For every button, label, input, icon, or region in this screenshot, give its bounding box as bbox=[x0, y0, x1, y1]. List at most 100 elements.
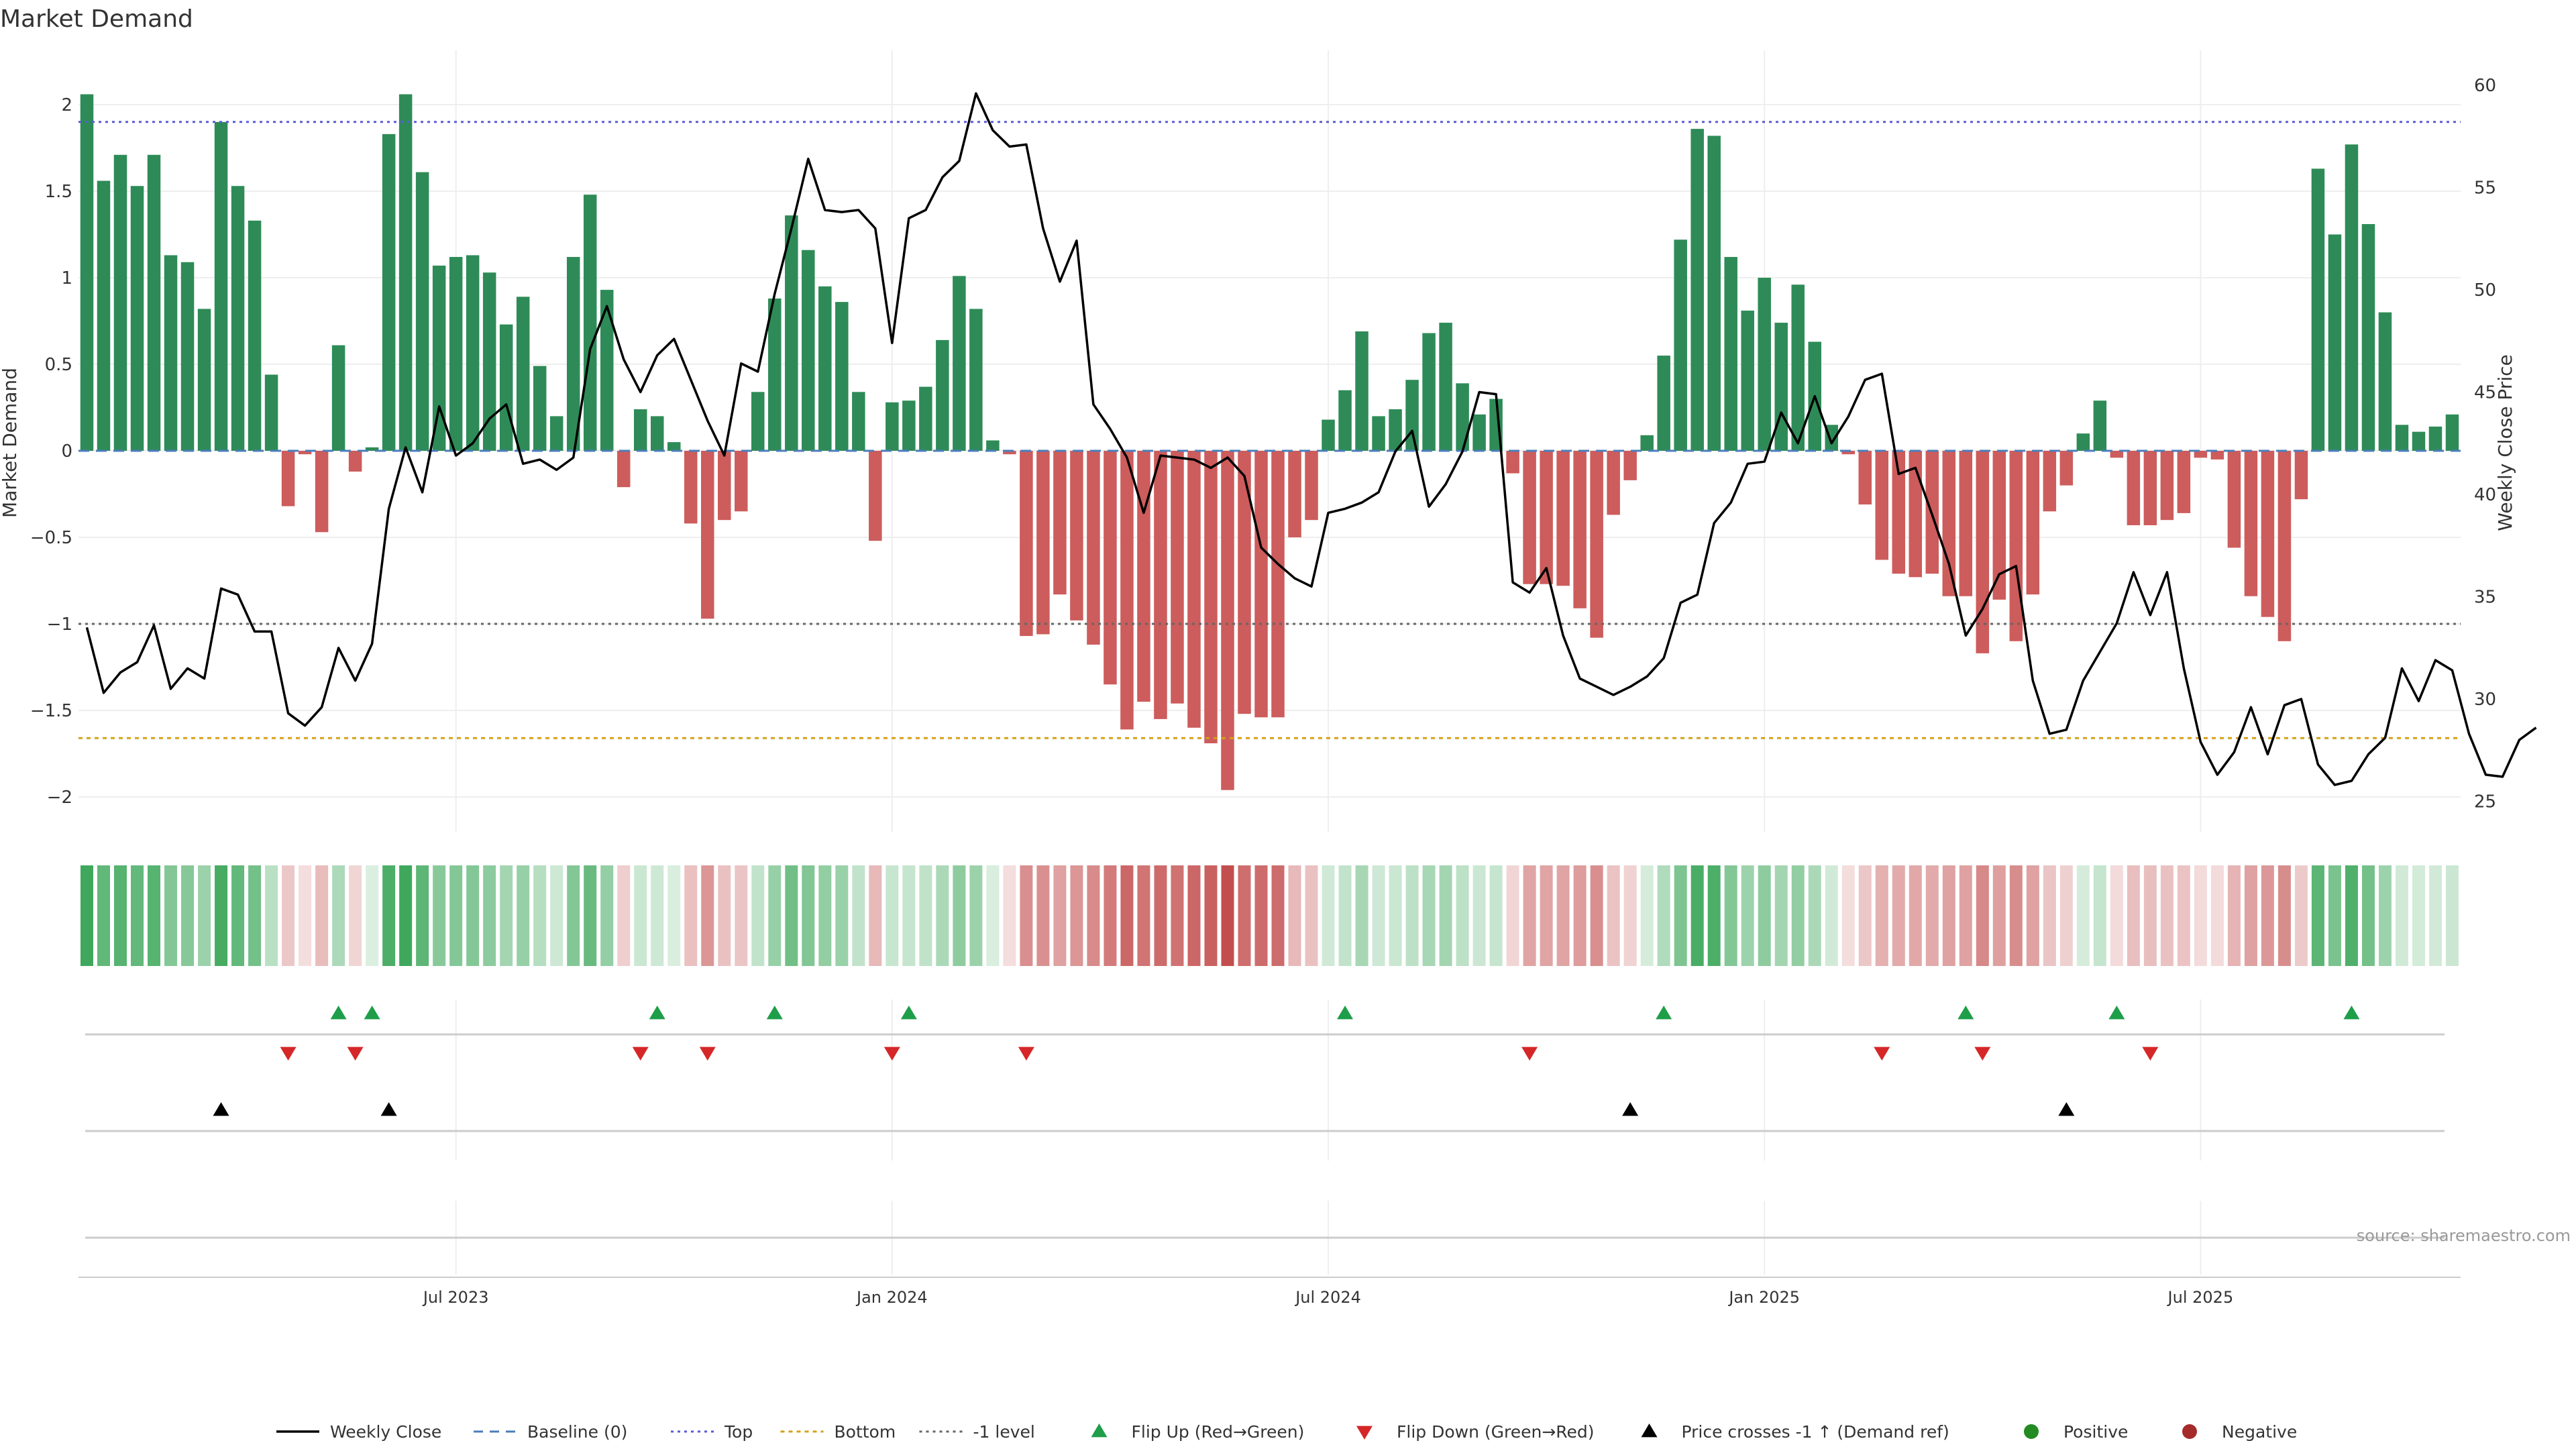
demand-bar-5 bbox=[164, 255, 178, 451]
heat-cell-86 bbox=[1523, 865, 1536, 966]
demand-bar-93 bbox=[1640, 435, 1654, 451]
demand-bar-64 bbox=[1154, 451, 1167, 719]
demand-bar-25 bbox=[499, 324, 513, 451]
demand-bar-53 bbox=[969, 309, 983, 451]
heat-cell-78 bbox=[1389, 865, 1402, 966]
heat-cell-59 bbox=[1070, 865, 1083, 966]
flip-up-marker-0 bbox=[330, 1006, 347, 1020]
demand-bar-4 bbox=[147, 154, 161, 451]
x-tick-label-2: Jul 2024 bbox=[1294, 1288, 1361, 1307]
demand-bar-106 bbox=[1858, 451, 1872, 504]
flip-down-marker-5 bbox=[1018, 1046, 1034, 1061]
demand-bar-23 bbox=[466, 255, 480, 451]
legend-label-price-cross: Price crosses -1 ↑ (Demand ref) bbox=[1682, 1422, 1949, 1442]
heat-cell-28 bbox=[550, 865, 564, 966]
heat-cell-66 bbox=[1187, 865, 1201, 966]
heat-cell-132 bbox=[2294, 865, 2308, 966]
demand-bar-94 bbox=[1657, 356, 1670, 451]
flip-up-marker-1 bbox=[364, 1006, 380, 1020]
heat-cell-80 bbox=[1422, 865, 1436, 966]
demand-bar-27 bbox=[533, 366, 547, 451]
right-axis-label: Weekly Close Price bbox=[2494, 354, 2516, 531]
legend-label-minus-one: -1 level bbox=[973, 1422, 1035, 1442]
heat-cell-130 bbox=[2261, 865, 2274, 966]
heat-cell-101 bbox=[1774, 865, 1788, 966]
demand-bar-139 bbox=[2412, 431, 2426, 451]
heat-cell-21 bbox=[433, 865, 446, 966]
demand-bar-21 bbox=[432, 265, 446, 451]
demand-bar-81 bbox=[1439, 323, 1452, 451]
heat-cell-81 bbox=[1439, 865, 1452, 966]
heat-cell-72 bbox=[1288, 865, 1301, 966]
heat-cell-32 bbox=[617, 865, 631, 966]
demand-bar-60 bbox=[1087, 451, 1100, 645]
demand-bar-80 bbox=[1422, 333, 1436, 451]
flip-down-marker-8 bbox=[1974, 1046, 1991, 1061]
demand-bars bbox=[80, 94, 2459, 790]
demand-bar-11 bbox=[264, 374, 278, 451]
demand-bar-67 bbox=[1204, 451, 1218, 744]
demand-bar-7 bbox=[197, 309, 211, 451]
demand-bar-105 bbox=[1841, 451, 1855, 455]
legend-label-negative: Negative bbox=[2222, 1422, 2297, 1442]
heat-cell-137 bbox=[2378, 865, 2392, 966]
legend-item-flip-down: Flip Down (Green→Red) bbox=[1356, 1422, 1595, 1442]
demand-bar-95 bbox=[1674, 239, 1687, 451]
heat-cell-112 bbox=[1959, 865, 1972, 966]
x-axis: Jul 2023 Jan 2024 Jul 2024 Jan 2025 Jul 2025 bbox=[78, 1277, 2461, 1307]
heat-cell-92 bbox=[1623, 865, 1637, 966]
demand-bar-133 bbox=[2311, 168, 2325, 451]
heat-cell-89 bbox=[1573, 865, 1587, 966]
heat-cell-38 bbox=[718, 865, 731, 966]
demand-bar-17 bbox=[365, 447, 379, 451]
demand-bar-86 bbox=[1523, 451, 1536, 584]
heat-cell-128 bbox=[2227, 865, 2241, 966]
flip-up-marker-4 bbox=[900, 1006, 917, 1020]
demand-bar-2 bbox=[113, 154, 127, 451]
heat-cell-15 bbox=[332, 865, 345, 966]
demand-bar-109 bbox=[1909, 451, 1923, 578]
left-tick-label-6: −1 bbox=[47, 614, 72, 635]
legend-item-top: Top bbox=[671, 1422, 753, 1442]
demand-bar-134 bbox=[2328, 234, 2342, 451]
heat-cell-17 bbox=[366, 865, 379, 966]
heat-cell-75 bbox=[1338, 865, 1352, 966]
right-tick-label-1: 55 bbox=[2474, 178, 2496, 199]
heat-cell-131 bbox=[2277, 865, 2291, 966]
demand-bar-120 bbox=[2093, 400, 2107, 451]
demand-bar-126 bbox=[2194, 451, 2208, 458]
heat-cell-33 bbox=[634, 865, 647, 966]
demand-bar-18 bbox=[382, 133, 396, 451]
heat-cell-113 bbox=[1976, 865, 1989, 966]
heat-cell-110 bbox=[1925, 865, 1939, 966]
demand-bar-79 bbox=[1405, 380, 1419, 451]
heat-cell-140 bbox=[2428, 865, 2442, 966]
demand-bar-26 bbox=[516, 297, 530, 451]
heat-cell-138 bbox=[2395, 865, 2408, 966]
demand-bar-43 bbox=[802, 250, 815, 451]
demand-bar-46 bbox=[852, 392, 865, 451]
heat-cell-118 bbox=[2059, 865, 2073, 966]
heat-cell-129 bbox=[2244, 865, 2257, 966]
flip-down-marker-4 bbox=[883, 1046, 900, 1061]
demand-bar-30 bbox=[583, 195, 597, 451]
heat-cell-135 bbox=[2345, 865, 2358, 966]
demand-bar-19 bbox=[398, 94, 413, 451]
demand-bar-73 bbox=[1305, 451, 1318, 521]
right-tick-label-2: 50 bbox=[2474, 280, 2496, 301]
heat-cell-102 bbox=[1791, 865, 1805, 966]
heat-cell-54 bbox=[986, 865, 1000, 966]
heat-cell-37 bbox=[701, 865, 714, 966]
flip-down-marker-1 bbox=[347, 1046, 364, 1061]
heat-cell-136 bbox=[2361, 865, 2375, 966]
demand-bar-22 bbox=[449, 257, 463, 451]
legend-label-positive: Positive bbox=[2063, 1422, 2128, 1442]
heat-cell-61 bbox=[1104, 865, 1117, 966]
flip-up-marker-5 bbox=[1337, 1006, 1354, 1020]
heat-cell-45 bbox=[835, 865, 849, 966]
demand-bar-127 bbox=[2210, 451, 2224, 460]
right-tick-label-5: 35 bbox=[2474, 588, 2496, 608]
demand-bar-77 bbox=[1372, 416, 1385, 451]
demand-bar-90 bbox=[1590, 451, 1603, 638]
demand-bar-129 bbox=[2244, 451, 2258, 596]
